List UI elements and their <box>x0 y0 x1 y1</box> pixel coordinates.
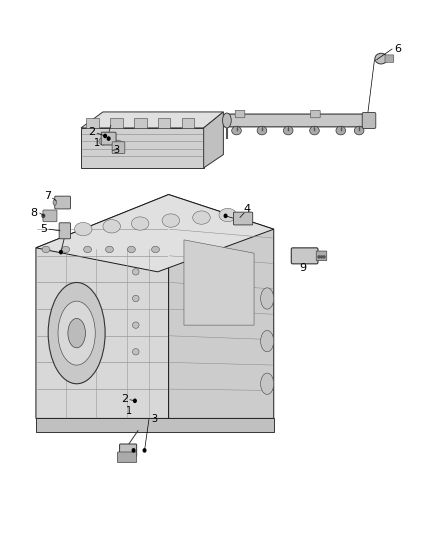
Ellipse shape <box>132 269 139 275</box>
Circle shape <box>143 449 146 452</box>
Ellipse shape <box>127 246 135 253</box>
FancyBboxPatch shape <box>316 251 327 261</box>
FancyBboxPatch shape <box>235 110 245 118</box>
Text: 7: 7 <box>44 191 51 201</box>
FancyBboxPatch shape <box>385 55 394 62</box>
Ellipse shape <box>84 246 92 253</box>
Circle shape <box>126 445 128 448</box>
Bar <box>110 118 123 128</box>
Ellipse shape <box>68 318 85 348</box>
Ellipse shape <box>106 246 113 253</box>
FancyBboxPatch shape <box>291 248 318 264</box>
Polygon shape <box>204 112 223 168</box>
Bar <box>134 118 147 128</box>
Ellipse shape <box>193 211 210 224</box>
Ellipse shape <box>131 217 149 230</box>
Polygon shape <box>36 195 169 418</box>
Ellipse shape <box>261 330 274 352</box>
FancyBboxPatch shape <box>43 210 57 222</box>
FancyBboxPatch shape <box>101 132 116 145</box>
Ellipse shape <box>99 138 107 145</box>
FancyBboxPatch shape <box>55 196 71 209</box>
Ellipse shape <box>132 322 139 328</box>
Text: 6: 6 <box>394 44 401 54</box>
Text: 1: 1 <box>94 138 100 148</box>
FancyBboxPatch shape <box>120 444 137 457</box>
Text: 9: 9 <box>300 263 307 272</box>
Ellipse shape <box>261 373 274 394</box>
Ellipse shape <box>354 126 364 135</box>
Ellipse shape <box>114 140 122 148</box>
Ellipse shape <box>74 222 92 236</box>
Circle shape <box>132 449 135 452</box>
Text: 8: 8 <box>31 208 38 218</box>
Polygon shape <box>81 128 204 168</box>
FancyBboxPatch shape <box>362 112 376 128</box>
Circle shape <box>366 118 368 121</box>
Text: 4: 4 <box>244 205 251 214</box>
Circle shape <box>318 256 320 258</box>
Bar <box>182 118 194 128</box>
Polygon shape <box>169 195 274 418</box>
Circle shape <box>321 256 322 258</box>
Ellipse shape <box>53 200 57 205</box>
Ellipse shape <box>219 208 237 222</box>
Ellipse shape <box>58 301 95 365</box>
Ellipse shape <box>152 246 159 253</box>
Circle shape <box>224 214 227 217</box>
Ellipse shape <box>162 214 180 227</box>
FancyBboxPatch shape <box>117 452 137 463</box>
Polygon shape <box>184 240 254 325</box>
Ellipse shape <box>232 126 241 135</box>
Text: 3: 3 <box>113 146 119 155</box>
Ellipse shape <box>48 282 105 384</box>
FancyBboxPatch shape <box>112 142 125 154</box>
FancyBboxPatch shape <box>311 110 320 118</box>
Ellipse shape <box>132 295 139 302</box>
Circle shape <box>42 214 45 217</box>
FancyBboxPatch shape <box>224 114 367 127</box>
FancyBboxPatch shape <box>59 223 71 239</box>
Ellipse shape <box>310 126 319 135</box>
Ellipse shape <box>223 113 231 128</box>
Bar <box>158 118 170 128</box>
Circle shape <box>134 399 136 402</box>
Ellipse shape <box>42 246 50 253</box>
Text: 3: 3 <box>151 415 157 424</box>
Text: 5: 5 <box>40 224 47 234</box>
Ellipse shape <box>375 53 387 64</box>
Circle shape <box>323 256 325 258</box>
Circle shape <box>104 134 106 138</box>
Circle shape <box>107 137 110 140</box>
Ellipse shape <box>132 349 139 355</box>
Circle shape <box>60 251 62 254</box>
Polygon shape <box>36 195 274 272</box>
Text: 1: 1 <box>126 407 132 416</box>
Text: 2: 2 <box>88 127 95 137</box>
Ellipse shape <box>103 220 120 233</box>
Ellipse shape <box>336 126 346 135</box>
Polygon shape <box>81 112 223 128</box>
Bar <box>86 118 99 128</box>
Ellipse shape <box>283 126 293 135</box>
Ellipse shape <box>261 288 274 309</box>
Text: 2: 2 <box>121 394 128 403</box>
FancyBboxPatch shape <box>233 212 253 225</box>
Polygon shape <box>36 418 274 432</box>
Ellipse shape <box>257 126 267 135</box>
Ellipse shape <box>62 246 70 253</box>
